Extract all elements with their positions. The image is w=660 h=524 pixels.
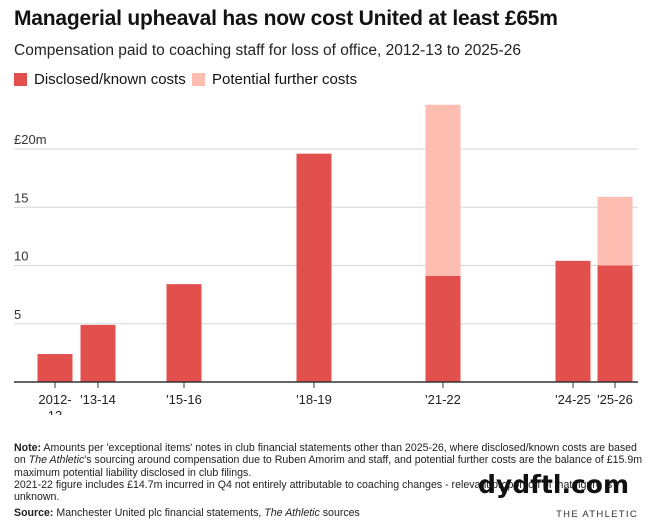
chart-note: Note: Amounts per 'exceptional items' no…: [14, 442, 644, 503]
brand-logo: THE ATHLETIC: [556, 509, 638, 520]
note-italic: The Athletic: [28, 454, 85, 467]
chart-subtitle: Compensation paid to coaching staff for …: [14, 42, 521, 59]
source-line: Source: Manchester United plc financial …: [14, 507, 360, 519]
x-tick-label: '13-14: [80, 392, 116, 407]
y-tick-label: 5: [14, 307, 21, 322]
bar-known-cost: [555, 260, 591, 382]
y-tick-label: £20m: [14, 132, 47, 147]
note-text-1: Amounts per 'exceptional items' notes in…: [14, 442, 637, 467]
bar-known-cost: [597, 265, 633, 382]
bar-further-cost: [597, 196, 633, 266]
bar-known-cost: [80, 324, 116, 382]
x-tick-label: '25-26: [597, 392, 633, 407]
bar-known-cost: [296, 153, 332, 382]
legend-swatch-known: [14, 73, 27, 86]
legend-item-known: Disclosed/known costs: [14, 71, 186, 88]
source-label: Source:: [14, 507, 54, 519]
bar-further-cost: [425, 104, 461, 276]
x-tick-label: '18-19: [296, 392, 332, 407]
note-line-2: 2021-22 figure includes £14.7m incurred …: [14, 478, 613, 504]
note-label: Note:: [14, 442, 42, 454]
legend-item-further: Potential further costs: [192, 71, 357, 88]
legend-swatch-further: [192, 73, 205, 86]
bar-known-cost: [425, 275, 461, 382]
chart-title: Managerial upheaval has now cost United …: [14, 7, 558, 30]
x-tick-label: '21-22: [425, 392, 461, 407]
x-tick-label: 2012-13: [38, 392, 71, 415]
bar-known-cost: [37, 354, 73, 382]
x-tick-label: '24-25: [555, 392, 591, 407]
y-tick-label: 15: [14, 190, 28, 205]
source-tail: sources: [319, 507, 360, 519]
source-text: Manchester United plc financial statemen…: [53, 507, 265, 519]
source-italic: The Athletic: [264, 507, 320, 519]
y-tick-label: 10: [14, 249, 28, 264]
watermark: dydftl.com: [478, 470, 630, 499]
legend-label-known: Disclosed/known costs: [34, 71, 186, 88]
bar-known-cost: [166, 284, 202, 382]
x-tick-label: '15-16: [166, 392, 202, 407]
legend-label-further: Potential further costs: [212, 71, 358, 88]
note-text-2: 's sourcing around compensation due to R…: [14, 454, 643, 479]
bar-chart: 5 10 15 £20m 2012-13 '13-14 '15-16 '18-19 '21-22…: [14, 104, 638, 415]
